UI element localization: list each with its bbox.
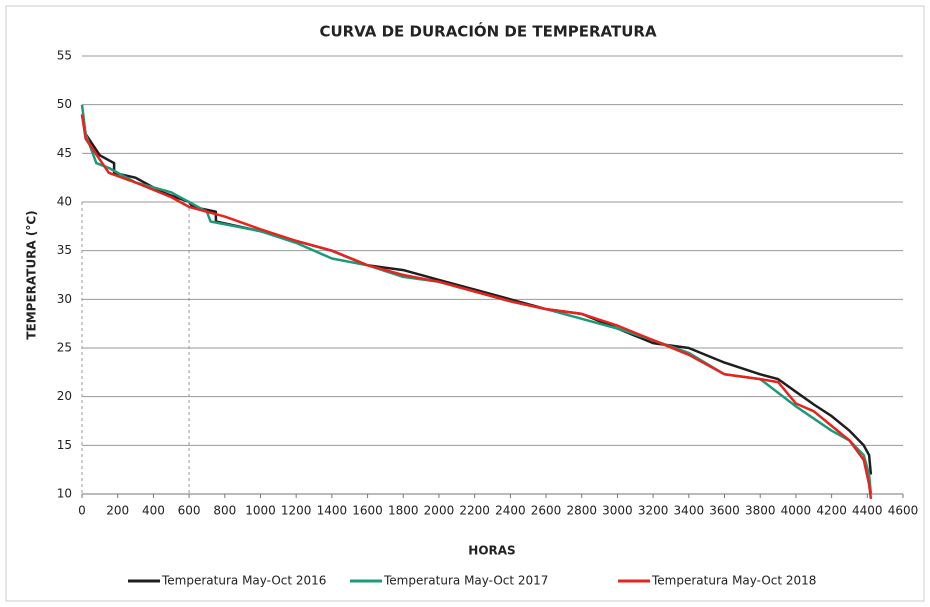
x-tick-label: 400 xyxy=(142,504,165,518)
x-tick-label: 3400 xyxy=(674,504,705,518)
y-tick-label: 10 xyxy=(57,487,72,501)
chart-frame xyxy=(5,5,925,602)
x-tick-label: 3200 xyxy=(638,504,669,518)
x-tick-label: 1200 xyxy=(281,504,312,518)
series-line xyxy=(80,114,873,475)
y-tick-label: 40 xyxy=(57,195,72,209)
x-tick-label: 4200 xyxy=(816,504,847,518)
y-tick-label: 20 xyxy=(57,389,72,403)
series-line xyxy=(80,114,873,500)
legend-label: Temperatura May-Oct 2016 xyxy=(161,574,326,588)
x-tick-label: 1800 xyxy=(388,504,419,518)
y-tick-label: 15 xyxy=(57,438,72,452)
x-tick-label: 3800 xyxy=(745,504,776,518)
y-tick-label: 45 xyxy=(57,146,72,160)
x-tick-label: 4000 xyxy=(781,504,812,518)
y-tick-label: 30 xyxy=(57,292,72,306)
y-tick-label: 25 xyxy=(57,341,72,355)
x-tick-label: 2600 xyxy=(531,504,562,518)
x-tick-label: 2400 xyxy=(495,504,526,518)
y-tick-label: 50 xyxy=(57,97,72,111)
x-tick-label: 600 xyxy=(178,504,201,518)
x-tick-label: 800 xyxy=(213,504,236,518)
x-tick-label: 3600 xyxy=(709,504,740,518)
legend-label: Temperatura May-Oct 2018 xyxy=(651,574,816,588)
x-tick-label: 2800 xyxy=(566,504,597,518)
x-tick-label: 4600 xyxy=(888,504,919,518)
y-tick-label: 35 xyxy=(57,243,72,257)
x-tick-label: 0 xyxy=(78,504,86,518)
x-tick-label: 1600 xyxy=(352,504,383,518)
x-tick-label: 4400 xyxy=(852,504,883,518)
chart-title: CURVA DE DURACIÓN DE TEMPERATURA xyxy=(319,22,657,41)
x-tick-label: 200 xyxy=(106,504,129,518)
x-tick-label: 1400 xyxy=(317,504,348,518)
x-tick-label: 3000 xyxy=(602,504,633,518)
y-axis-title: TEMPERATURA (°C) xyxy=(25,210,39,339)
legend-label: Temperatura May-Oct 2017 xyxy=(383,574,548,588)
x-tick-label: 1000 xyxy=(245,504,276,518)
x-tick-label: 2200 xyxy=(459,504,490,518)
x-axis-title: HORAS xyxy=(468,544,515,558)
x-tick-label: 2000 xyxy=(424,504,455,518)
y-tick-label: 55 xyxy=(57,49,72,63)
